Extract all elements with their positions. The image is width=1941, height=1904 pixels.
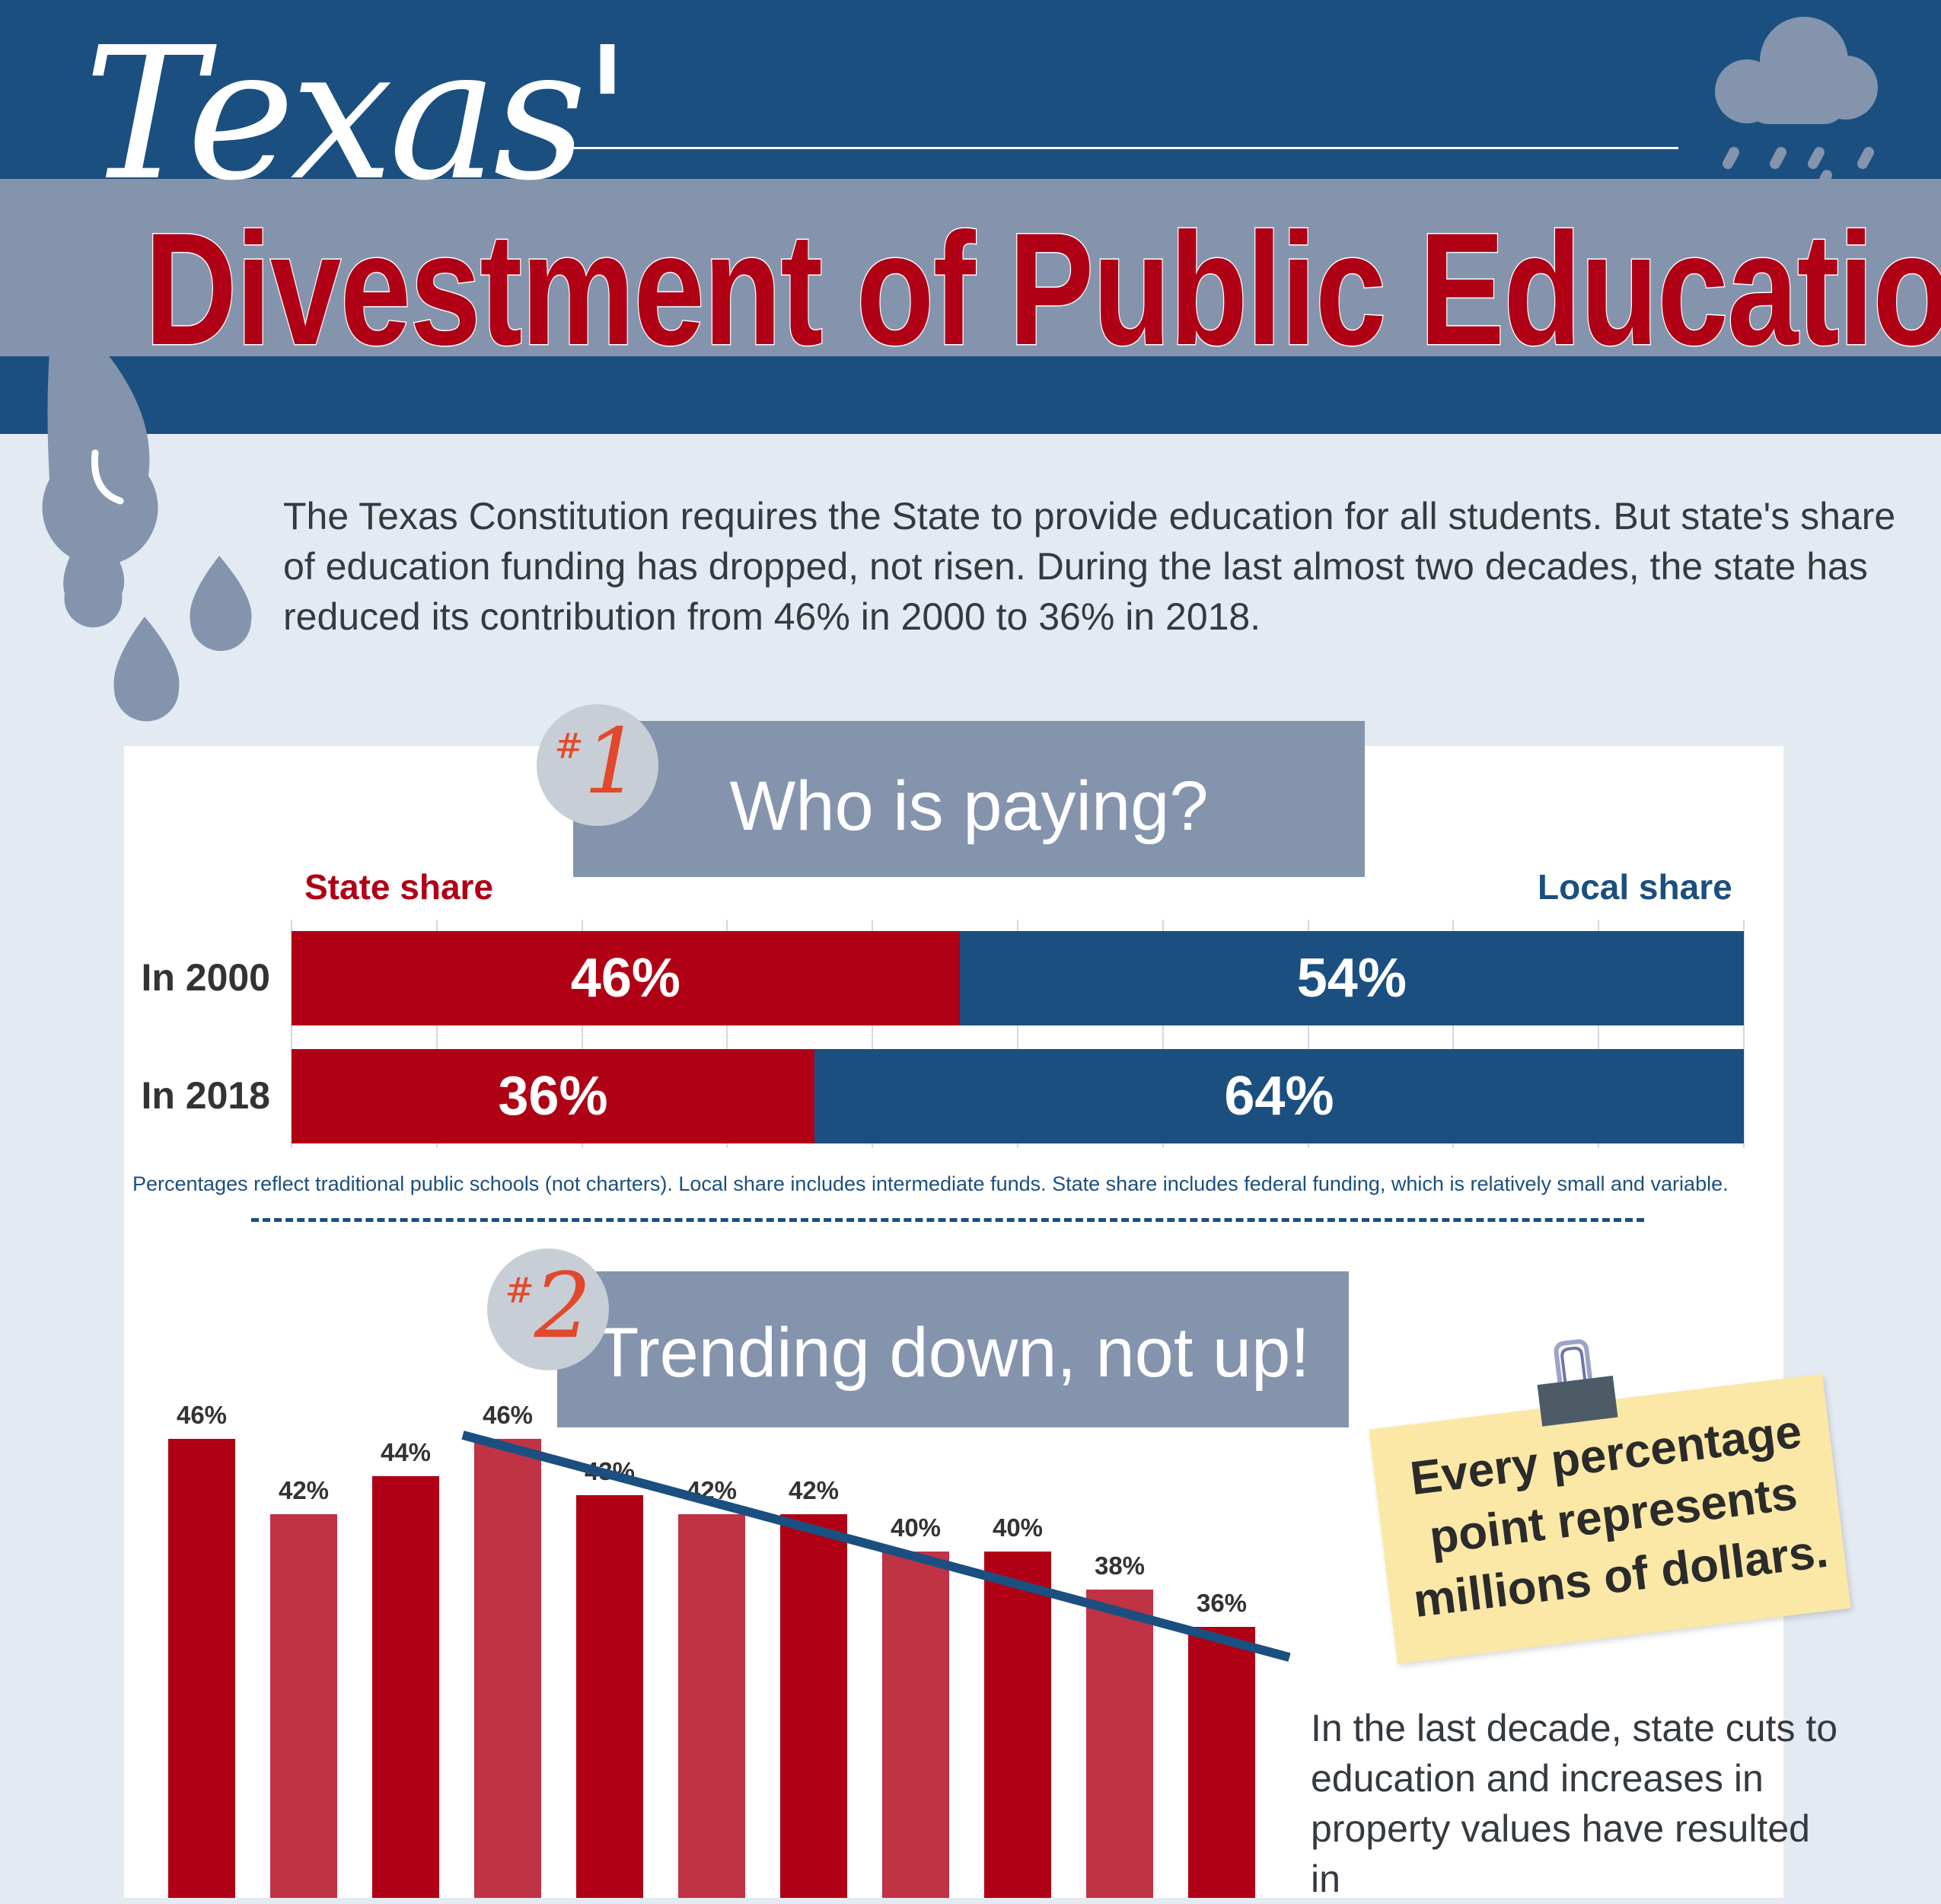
bar-segment-state: 46% xyxy=(292,931,960,1025)
section1-title: Who is paying? xyxy=(729,767,1209,845)
gridline xyxy=(1162,920,1164,1148)
header-bottom-band xyxy=(0,356,1941,434)
gridline xyxy=(435,920,438,1148)
legend-local: Local share xyxy=(1538,867,1732,907)
gridline xyxy=(1743,920,1745,1148)
gridline xyxy=(1598,920,1600,1148)
bar-value-label: 44% xyxy=(380,1438,432,1467)
bar xyxy=(1086,1589,1153,1898)
bar-value-label: 46% xyxy=(482,1401,534,1429)
section-divider xyxy=(251,1218,1644,1222)
bar xyxy=(984,1552,1051,1898)
section2-badge-hash: # xyxy=(505,1270,534,1311)
side-paragraph: In the last decade, state cuts to educat… xyxy=(1311,1707,1838,1900)
bar xyxy=(270,1513,337,1898)
title-script: Texas' xyxy=(84,8,633,221)
gridline xyxy=(872,920,874,1148)
gridline xyxy=(1452,920,1455,1148)
bar-segment-state: 36% xyxy=(292,1049,814,1143)
bar xyxy=(780,1513,847,1898)
bar-segment-local: 64% xyxy=(814,1049,1744,1143)
row-label: In 2018 xyxy=(141,1074,270,1117)
binder-clip-icon xyxy=(1537,1339,1618,1427)
bar-value-label: 38% xyxy=(1094,1551,1146,1580)
chart1-footnote: Percentages reflect traditional public s… xyxy=(132,1172,1729,1195)
rain-cloud-icon xyxy=(1715,17,1878,183)
section2-title: Trending down, not up! xyxy=(596,1314,1310,1392)
bar-value-label: 42% xyxy=(278,1475,330,1504)
bar-value-label: 42% xyxy=(788,1475,840,1504)
legend-state: State share xyxy=(304,867,494,907)
bar xyxy=(168,1439,235,1898)
bar xyxy=(678,1513,745,1898)
gridline xyxy=(581,920,583,1148)
gridline xyxy=(1017,920,1018,1148)
section1-badge-hash: # xyxy=(554,726,584,767)
title-rule xyxy=(559,147,1678,149)
water-drops-icon xyxy=(42,342,252,722)
bar-value-label: 36% xyxy=(1196,1589,1248,1617)
intro-paragraph: The Texas Constitution requires the Stat… xyxy=(283,495,1896,638)
bar xyxy=(474,1439,541,1898)
gridline xyxy=(1307,920,1309,1148)
section1-header: Who is paying? xyxy=(573,721,1365,877)
bar xyxy=(1188,1627,1255,1898)
row-label: In 2000 xyxy=(141,956,270,999)
bar xyxy=(372,1476,439,1898)
bar-value-label: 46% xyxy=(176,1401,228,1429)
bar xyxy=(882,1552,949,1898)
bar xyxy=(576,1495,643,1898)
section2-header: Trending down, not up! xyxy=(557,1271,1349,1427)
bar-value-label: 40% xyxy=(890,1513,942,1542)
bar-value-label: 42% xyxy=(686,1475,738,1504)
page-title: Divestment of Public Education xyxy=(144,199,1941,378)
section1-badge-number: 1 xyxy=(583,709,641,814)
section2-badge-number: 2 xyxy=(534,1253,591,1358)
bar-value-label: 40% xyxy=(992,1513,1044,1542)
section1-badge: #1 xyxy=(537,704,658,826)
bar-value-label: 43% xyxy=(584,1457,636,1486)
bar-segment-local: 54% xyxy=(959,931,1744,1025)
section2-badge: #2 xyxy=(487,1249,609,1370)
header-middle-band xyxy=(0,179,1941,356)
gridline xyxy=(291,920,292,1148)
gridline xyxy=(726,920,728,1148)
